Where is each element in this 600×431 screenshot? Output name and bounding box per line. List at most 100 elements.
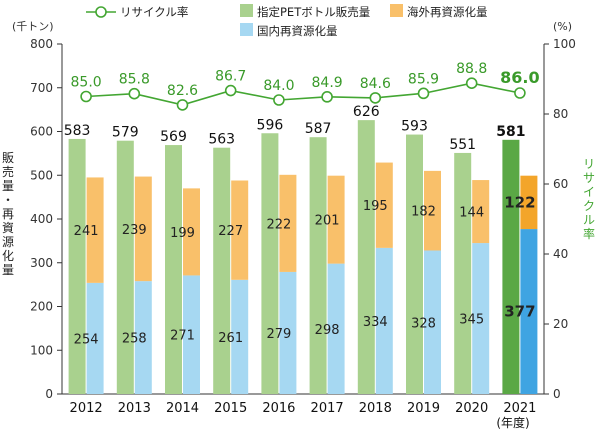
label-domestic: 254 <box>74 332 99 347</box>
label-sales: 587 <box>305 121 332 137</box>
left-axis-title: 販売量・再資源化量 <box>2 151 14 277</box>
category-label: 2013 <box>118 401 151 416</box>
rate-label: 85.9 <box>408 71 439 87</box>
bar-sales <box>406 134 423 394</box>
bar-sales <box>213 147 231 394</box>
axis-title-char: 販 <box>2 151 14 165</box>
label-overseas: 227 <box>218 224 243 239</box>
category-label: 2016 <box>262 401 295 416</box>
bar-domestic <box>279 271 297 394</box>
axis-title-char: ル <box>583 213 595 227</box>
right-axis-unit: (%) <box>553 20 572 33</box>
label-sales: 583 <box>64 123 91 139</box>
rate-polyline <box>86 82 521 106</box>
x-axis-suffix: (年度) <box>496 415 529 430</box>
right-tick-label: 100 <box>553 37 576 51</box>
right-axis-ticks: 0 20 40 60 80 100 <box>544 37 576 401</box>
axis-title-char: ク <box>583 199 595 213</box>
rate-point <box>128 87 141 100</box>
bar-sales <box>454 152 472 394</box>
rate-point <box>224 84 237 97</box>
bar-domestic <box>86 282 104 394</box>
bar-overseas <box>327 175 345 264</box>
label-overseas: 241 <box>74 224 99 239</box>
left-tick-label: 700 <box>30 81 53 95</box>
left-tick-label: 300 <box>30 256 53 270</box>
label-overseas: 222 <box>266 217 291 232</box>
bar-domestic <box>472 243 490 394</box>
label-sales: 581 <box>496 124 525 140</box>
label-domestic: 334 <box>363 315 388 330</box>
label-sales: 551 <box>449 137 476 153</box>
label-domestic: 298 <box>315 323 340 338</box>
left-tick-label: 800 <box>30 37 53 51</box>
label-domestic: 271 <box>170 329 195 344</box>
bar-domestic <box>520 229 538 394</box>
legend-domestic-label: 国内再資源化量 <box>257 24 338 38</box>
rate-point <box>369 92 382 104</box>
legend-sales: 指定PETボトル販売量 <box>240 4 370 19</box>
legend-sales-swatch <box>240 4 253 17</box>
rate-point <box>465 77 478 89</box>
label-sales: 579 <box>112 125 139 141</box>
rate-label: 85.0 <box>71 75 102 91</box>
legend-rate: リサイクル率 <box>86 5 188 19</box>
legend-domestic: 国内再資源化量 <box>240 23 338 38</box>
label-overseas: 182 <box>411 205 436 220</box>
label-overseas: 144 <box>459 206 484 221</box>
left-axis-unit: (千トン) <box>12 20 54 33</box>
axis-title-char: 率 <box>583 226 595 241</box>
axis-title-char: ・ <box>2 193 14 207</box>
left-axis-ticks: 0 100 200 300 400 500 600 700 800 <box>30 37 62 401</box>
legend-overseas-label: 海外再資源化量 <box>407 5 488 19</box>
label-domestic: 377 <box>504 303 535 321</box>
bar-overseas <box>424 170 441 251</box>
rate-point <box>273 94 285 106</box>
category-label: 2020 <box>455 401 488 416</box>
bar-sales <box>309 137 327 394</box>
legend: リサイクル率 指定PETボトル販売量 海外再資源化量 国内再資源化量 <box>86 4 488 38</box>
label-overseas: 201 <box>315 214 340 229</box>
bar-overseas <box>472 180 490 244</box>
axis-title-char: イ <box>583 185 595 199</box>
bar-labels: 583 241 254 579 239 258 569 199 271 563 227 261 596 2… <box>64 104 536 347</box>
left-tick-label: 400 <box>30 212 53 226</box>
bar-sales <box>357 120 375 394</box>
label-domestic: 279 <box>266 327 291 342</box>
left-tick-label: 100 <box>30 343 53 357</box>
axis-title-char: 資 <box>2 221 14 235</box>
bar-overseas <box>86 177 104 283</box>
category-label: 2017 <box>311 401 344 416</box>
axis-title-char: 源 <box>2 235 14 249</box>
bar-sales <box>165 145 182 394</box>
bar-sales <box>116 140 134 394</box>
bar-domestic <box>134 281 152 394</box>
bar-sales <box>502 139 520 394</box>
bar-overseas <box>134 176 152 282</box>
label-domestic: 345 <box>459 313 484 328</box>
axis-title-char: 量 <box>2 263 14 277</box>
rate-label: 86.7 <box>215 69 246 85</box>
rate-label: 84.6 <box>360 76 391 92</box>
bar-sales <box>68 138 86 394</box>
bar-overseas <box>375 162 393 248</box>
label-overseas: 239 <box>122 223 147 238</box>
rate-point <box>514 87 526 99</box>
bar-overseas <box>279 174 297 272</box>
label-sales: 569 <box>160 129 187 145</box>
right-tick-label: 20 <box>553 317 568 331</box>
axis-title-char: 売 <box>2 164 14 179</box>
axis-title-char: 量 <box>2 179 14 193</box>
left-tick-label: 0 <box>45 387 53 401</box>
right-tick-label: 0 <box>553 387 561 401</box>
label-overseas: 199 <box>170 226 195 241</box>
bar-overseas <box>183 188 200 276</box>
bar-domestic <box>231 279 249 394</box>
label-domestic: 261 <box>218 331 243 346</box>
bar-domestic <box>183 275 200 394</box>
right-tick-label: 60 <box>553 177 568 191</box>
bar-overseas <box>520 175 538 230</box>
left-tick-label: 200 <box>30 300 53 314</box>
rate-label: 85.8 <box>119 72 150 88</box>
